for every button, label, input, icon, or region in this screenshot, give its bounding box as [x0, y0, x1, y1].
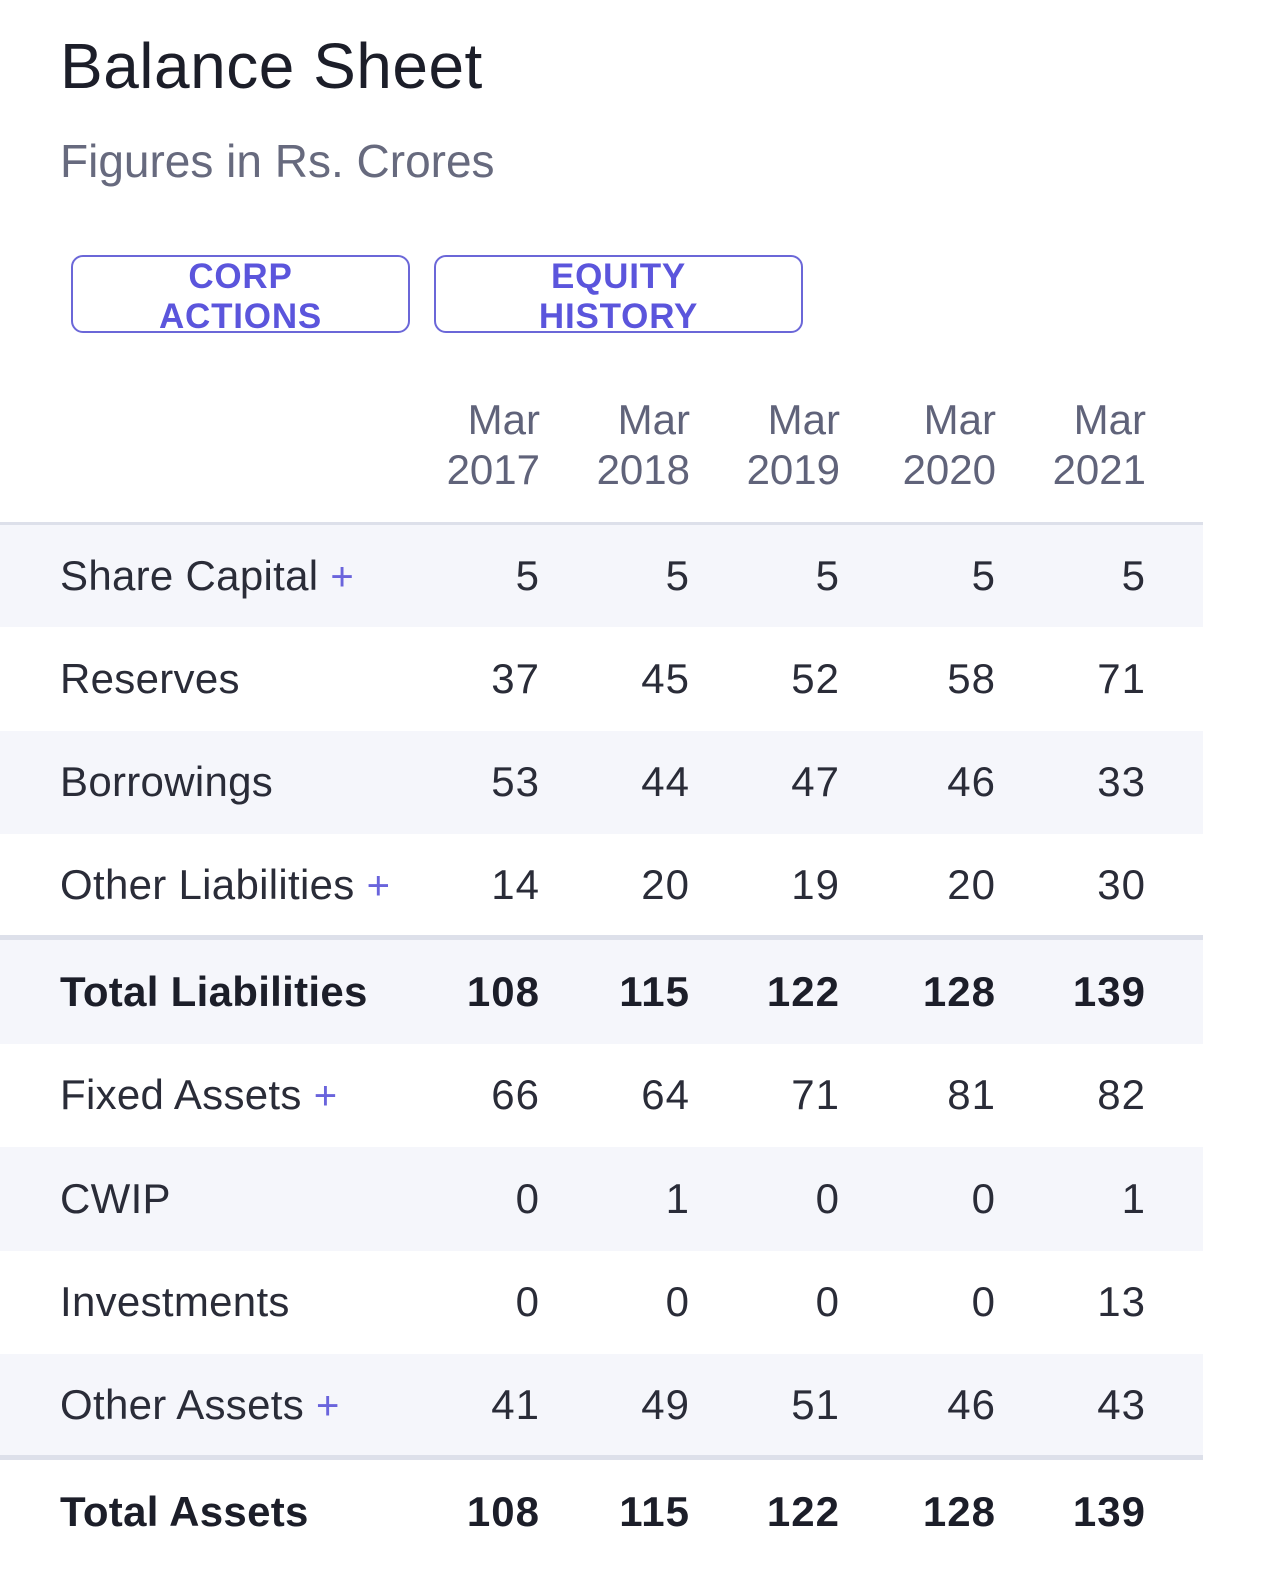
value-cell: 108 [410, 1455, 540, 1564]
value-cell: 64 [641, 1071, 690, 1119]
row-label: Investments [60, 1278, 290, 1326]
table-row: Borrowings 53 44 47 46 33 [0, 730, 1203, 834]
value-cell: 82 [1097, 1071, 1146, 1119]
column-header: Mar 2021 [996, 385, 1146, 525]
value-cell: 19 [791, 860, 840, 908]
value-cell: 115 [540, 935, 690, 1044]
column-header: Mar 2019 [690, 385, 840, 525]
value-cell: 47 [791, 758, 840, 806]
header-label-cell [0, 385, 410, 525]
value-cell: 49 [641, 1380, 690, 1428]
value-cell: 122 [690, 935, 840, 1044]
value-cell: 20 [947, 860, 996, 908]
table-row: CWIP 0 1 0 0 1 [0, 1147, 1203, 1251]
page-subtitle: Figures in Rs. Crores [60, 135, 495, 187]
value-cell: 66 [491, 1071, 540, 1119]
value-cell: 0 [515, 1278, 540, 1326]
row-label: Total Liabilities [0, 935, 410, 1044]
value-cell: 0 [971, 1174, 996, 1222]
expand-plus-icon[interactable]: + [330, 555, 355, 599]
header-pad-cell [1146, 385, 1203, 525]
page-title: Balance Sheet [60, 30, 483, 102]
value-cell: 5 [515, 552, 540, 599]
row-label: Borrowings [60, 758, 274, 806]
equity-history-button[interactable]: EQUITY HISTORY [434, 255, 803, 336]
column-header: Mar 2017 [410, 385, 540, 525]
row-label: Total Assets [0, 1455, 410, 1564]
value-cell: 44 [641, 758, 690, 806]
column-header: Mar 2018 [540, 385, 690, 525]
value-cell: 53 [491, 758, 540, 806]
table-row[interactable]: Other Liabilities + 14 20 19 20 30 [0, 834, 1203, 938]
total-row: Total Liabilities 108 115 122 128 139 [0, 935, 1203, 1044]
value-cell: 14 [491, 860, 540, 908]
expand-plus-icon[interactable]: + [366, 863, 391, 908]
value-cell: 128 [840, 1455, 996, 1564]
row-label: CWIP [60, 1174, 171, 1222]
table-header-row: Mar 2017 Mar 2018 Mar 2019 Mar 2020 Mar 2021 [0, 385, 1203, 525]
table-row[interactable]: Other Assets + 41 49 51 46 43 [0, 1354, 1203, 1458]
value-cell: 139 [996, 935, 1146, 1044]
value-cell: 52 [791, 654, 840, 702]
value-cell: 1 [665, 1174, 690, 1222]
action-buttons: CORP ACTIONS EQUITY HISTORY [71, 255, 803, 336]
value-cell: 139 [996, 1455, 1146, 1564]
table-row: Reserves 37 45 52 58 71 [0, 627, 1203, 731]
value-cell: 5 [815, 552, 840, 599]
row-label: Other Liabilities + [60, 860, 391, 908]
value-cell: 0 [971, 1278, 996, 1326]
table-row: Investments 0 0 0 0 13 [0, 1251, 1203, 1355]
expand-plus-icon[interactable]: + [313, 1074, 338, 1119]
expand-plus-icon[interactable]: + [316, 1383, 340, 1428]
value-cell: 30 [1097, 860, 1146, 908]
table-row[interactable]: Share Capital + 5 5 5 5 5 [0, 523, 1203, 627]
value-cell: 71 [1097, 654, 1146, 702]
value-cell: 5 [1121, 552, 1146, 599]
value-cell: 43 [1097, 1380, 1146, 1428]
value-cell: 46 [947, 758, 996, 806]
value-cell: 51 [791, 1380, 840, 1428]
value-cell: 0 [515, 1174, 540, 1222]
value-cell: 71 [791, 1071, 840, 1119]
row-label: Fixed Assets + [60, 1071, 338, 1119]
value-cell: 45 [641, 654, 690, 702]
total-row: Total Assets 108 115 122 128 139 [0, 1455, 1203, 1564]
row-label: Other Assets + [60, 1380, 340, 1428]
row-label: Reserves [60, 654, 240, 702]
balance-sheet-table: Mar 2017 Mar 2018 Mar 2019 Mar 2020 Mar 2021 … [0, 385, 1203, 1564]
value-cell: 33 [1097, 758, 1146, 806]
value-cell: 0 [815, 1174, 840, 1222]
value-cell: 41 [491, 1380, 540, 1428]
value-cell: 1 [1121, 1174, 1146, 1222]
corp-actions-button[interactable]: CORP ACTIONS [71, 255, 410, 336]
table-row[interactable]: Fixed Assets + 66 64 71 81 82 [0, 1044, 1203, 1148]
value-cell: 115 [540, 1455, 690, 1564]
value-cell: 0 [815, 1278, 840, 1326]
value-cell: 58 [947, 654, 996, 702]
value-cell: 13 [1097, 1278, 1146, 1326]
row-label: Share Capital + [60, 552, 355, 599]
value-cell: 108 [410, 935, 540, 1044]
value-cell: 128 [840, 935, 996, 1044]
value-cell: 20 [641, 860, 690, 908]
value-cell: 5 [665, 552, 690, 599]
value-cell: 5 [971, 552, 996, 599]
value-cell: 46 [947, 1380, 996, 1428]
value-cell: 0 [665, 1278, 690, 1326]
value-cell: 81 [947, 1071, 996, 1119]
value-cell: 37 [491, 654, 540, 702]
value-cell: 122 [690, 1455, 840, 1564]
column-header: Mar 2020 [840, 385, 996, 525]
